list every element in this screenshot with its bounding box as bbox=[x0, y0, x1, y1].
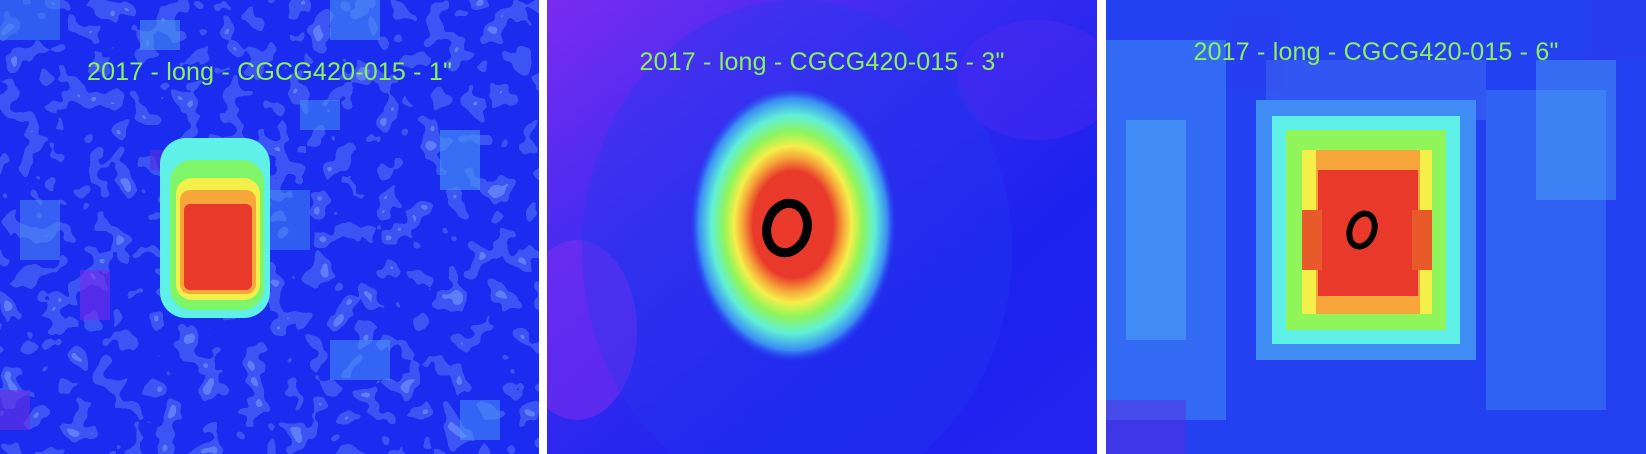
panel-1-title: 2017 - long - CGCG420-015 - 1" bbox=[86, 58, 453, 86]
source-blob-2 bbox=[688, 90, 898, 370]
contour-ring-2 bbox=[762, 198, 812, 258]
radio-map-panel-2: 2017 - long - CGCG420-015 - 3" bbox=[547, 0, 1097, 454]
contour-ring-3 bbox=[1346, 210, 1378, 250]
source-blob-3 bbox=[1256, 100, 1476, 360]
mosaic-patches-1 bbox=[0, 0, 500, 440]
radio-map-2-image bbox=[547, 0, 1097, 454]
radio-map-panel-3: 2017 - long - CGCG420-015 - 6" bbox=[1106, 0, 1646, 454]
panel-2-title: 2017 - long - CGCG420-015 - 3" bbox=[639, 48, 1005, 76]
source-blob-1 bbox=[160, 138, 270, 318]
radio-map-1-image bbox=[0, 0, 539, 454]
panel-3-title: 2017 - long - CGCG420-015 - 6" bbox=[1193, 38, 1559, 66]
radio-map-panel-1: 2017 - long - CGCG420-015 - 1" bbox=[0, 0, 539, 454]
radio-map-3-image bbox=[1106, 0, 1646, 454]
